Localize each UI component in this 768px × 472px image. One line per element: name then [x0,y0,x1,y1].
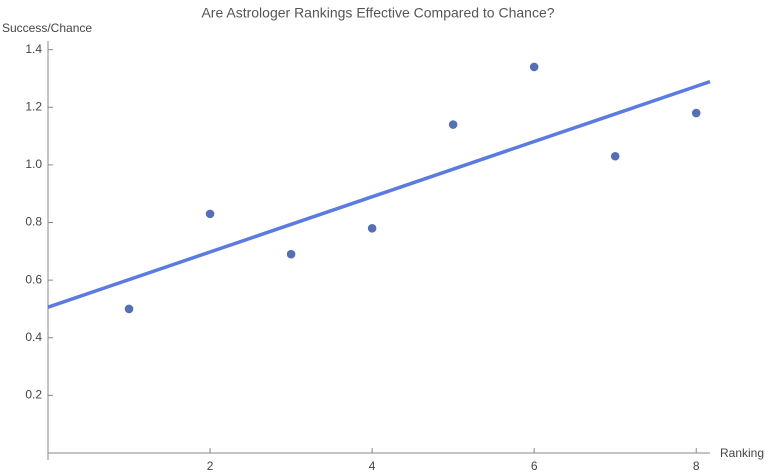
x-tick-label: 6 [531,459,538,472]
point [448,120,458,129]
fit-line [47,79,711,309]
point [610,151,620,161]
x-tick-label: 4 [369,459,376,472]
y-tick-label: 0.2 [25,388,42,402]
point [124,304,134,314]
y-tick-label: 0.8 [25,215,42,229]
y-tick-label: 0.6 [25,272,42,286]
point [691,108,701,118]
point [367,223,377,233]
point [286,249,296,259]
y-tick-label: 1.4 [25,42,42,56]
y-tick-label: 1.2 [25,99,42,113]
y-tick-label: 1.0 [25,157,42,171]
y-axis-label: Success/Chance [2,21,92,35]
point [205,209,215,219]
chart-title: Are Astrologer Rankings Effective Compar… [201,5,554,21]
x-tick-label: 2 [207,459,214,472]
y-tick-label: 0.4 [25,330,42,344]
x-axis-label: Ranking [720,446,764,460]
x-tick-label: 8 [693,459,700,472]
point [529,62,539,72]
